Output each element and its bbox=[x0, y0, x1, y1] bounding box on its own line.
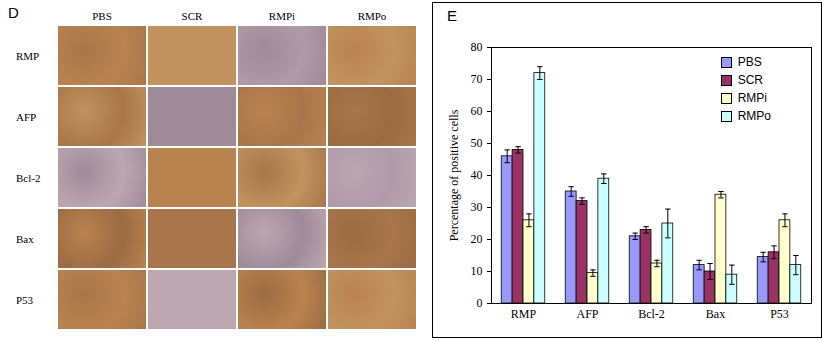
html-text:AFP: AFP bbox=[16, 111, 37, 123]
html-text:D: D bbox=[8, 4, 19, 21]
svg-text:10: 10 bbox=[471, 264, 483, 278]
html-text:PBS: PBS bbox=[737, 55, 762, 69]
html-text:SCR: SCR bbox=[737, 73, 763, 87]
html-text:SCR: SCR bbox=[181, 10, 203, 22]
svg-text:60: 60 bbox=[471, 104, 483, 118]
svg-text:50: 50 bbox=[471, 136, 483, 150]
svg-text:Bcl-2: Bcl-2 bbox=[638, 307, 665, 321]
svg-text:Bax: Bax bbox=[706, 307, 725, 321]
svg-text:0: 0 bbox=[477, 296, 483, 310]
html-text:RMPi: RMPi bbox=[268, 10, 296, 22]
html-text:P53: P53 bbox=[16, 294, 34, 306]
html-text:E: E bbox=[447, 7, 457, 24]
svg-text:RMP: RMP bbox=[511, 307, 537, 321]
html-text:Bcl-2: Bcl-2 bbox=[16, 172, 41, 184]
svg-text:30: 30 bbox=[471, 200, 483, 214]
html-text:RMPo: RMPo bbox=[357, 10, 387, 22]
html-text:RMPi: RMPi bbox=[737, 91, 767, 105]
html-text:RMP: RMP bbox=[16, 50, 40, 62]
html-text:PBS: PBS bbox=[92, 10, 112, 22]
svg-text:Percentage of positive cells: Percentage of positive cells bbox=[447, 109, 461, 241]
svg-text:AFP: AFP bbox=[576, 307, 598, 321]
html-text:RMPo: RMPo bbox=[737, 109, 771, 123]
svg-text:20: 20 bbox=[471, 232, 483, 246]
html-text:Bax: Bax bbox=[16, 233, 34, 245]
svg-text:40: 40 bbox=[471, 168, 483, 182]
svg-text:80: 80 bbox=[471, 40, 483, 54]
svg-text:70: 70 bbox=[471, 72, 483, 86]
svg-text:P53: P53 bbox=[770, 307, 789, 321]
